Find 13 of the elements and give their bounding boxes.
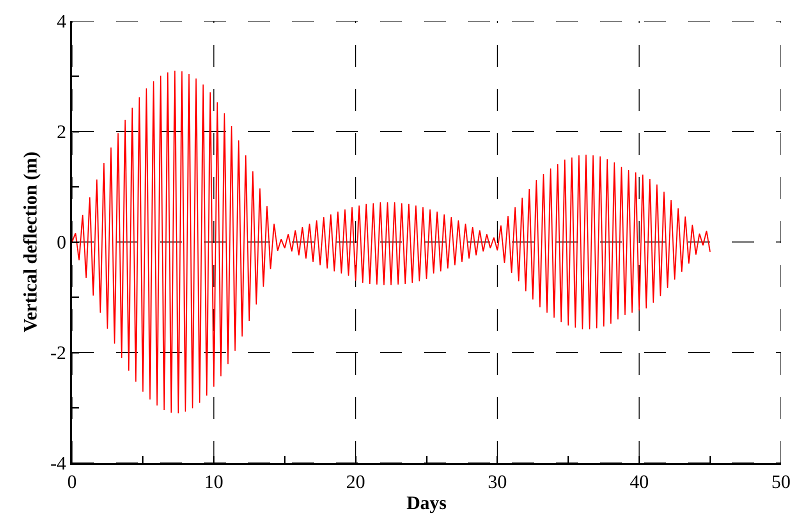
- x-tick-label: 40: [630, 472, 649, 493]
- x-axis-title: Days: [406, 493, 447, 514]
- y-tick-label: -4: [50, 454, 67, 475]
- y-tick-label: -2: [50, 343, 66, 364]
- y-axis-title: Vertical deflection (m): [20, 152, 42, 332]
- x-tick-label: 20: [346, 472, 366, 493]
- y-tick-label: 4: [56, 12, 67, 33]
- x-tick-label: 10: [204, 472, 224, 493]
- x-tick-label: 50: [772, 472, 790, 493]
- line-series: [72, 70, 711, 414]
- y-tick-label: 0: [56, 232, 66, 254]
- x-tick-label: 30: [488, 472, 507, 493]
- y-tick-label: 2: [56, 122, 66, 144]
